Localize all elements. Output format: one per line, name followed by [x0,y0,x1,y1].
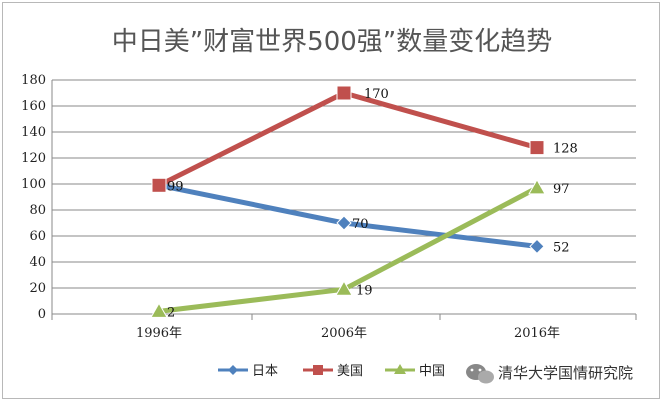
marker-japan [529,238,545,255]
legend-marker [228,365,238,375]
marker-japan [336,215,352,231]
series-line-usa [157,90,538,188]
x-tick-label: 1996年 [136,326,182,341]
chart-frame [2,2,660,399]
y-tick-label: 160 [21,99,46,114]
marker-usa [151,177,167,193]
y-tick-label: 60 [29,229,46,244]
data-labels: 99 70 52 170 128 2 19 97 [167,87,578,320]
legend-item-china: 中国 [385,364,445,379]
legend-label: 美国 [337,364,363,379]
x-tick-label: 2006年 [321,326,367,341]
legend-label: 中国 [419,364,445,379]
y-tick-label: 20 [29,281,46,296]
data-label-usa: 128 [553,142,578,157]
legend: 日本 美国 中国 [218,364,445,379]
data-label-china: 2 [167,305,175,320]
watermark-text: 清华大学国情研究院 [498,364,633,382]
y-tick-label: 40 [29,255,46,270]
y-tick-label: 0 [38,307,46,322]
data-label-japan: 99 [167,179,184,194]
x-axis: 1996年 2006年 2016年 [51,314,637,341]
watermark: 清华大学国情研究院 [466,364,633,384]
marker-china [335,280,353,296]
legend-marker [394,364,406,374]
marker-usa [336,85,352,101]
chart-title: 中日美”财富世界500强”数量变化趋势 [112,27,553,57]
data-label-japan: 52 [553,240,570,255]
legend-item-usa: 美国 [303,364,363,379]
y-tick-label: 100 [21,177,46,192]
legend-marker [313,365,323,375]
y-tick-label: 80 [29,203,46,218]
series-group [150,85,546,318]
wechat-icon [466,364,494,384]
x-tick-label: 2016年 [514,326,560,341]
legend-item-japan: 日本 [218,364,278,379]
data-label-china: 19 [356,283,373,298]
marker-china [528,178,546,195]
series-usa [151,85,545,193]
data-label-usa: 170 [364,87,389,102]
y-axis: 0 20 40 60 80 100 120 140 160 180 [21,73,53,322]
data-label-china: 97 [553,182,570,197]
series-china [150,178,546,318]
y-tick-label: 120 [21,151,46,166]
marker-usa [529,140,545,156]
data-label-japan: 70 [352,217,369,232]
y-tick-label: 180 [21,73,46,88]
y-tick-label: 140 [21,125,46,140]
marker-china [150,302,168,318]
gridlines [52,79,636,315]
legend-label: 日本 [252,364,278,379]
